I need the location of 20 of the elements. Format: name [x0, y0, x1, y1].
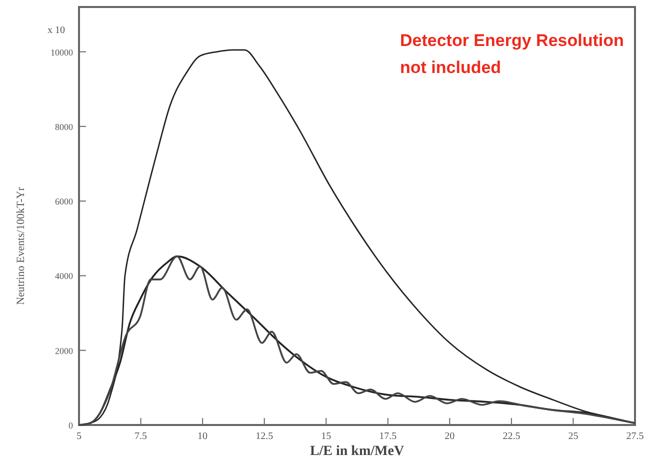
x-tick-label: 10	[198, 431, 208, 442]
y-tick-label: 8000	[55, 122, 74, 132]
text: x 10	[48, 25, 65, 36]
x-tick-label: 25	[568, 431, 578, 442]
x-tick-label: 7.5	[134, 431, 148, 442]
y-tick-label: 6000	[55, 196, 74, 207]
y-tick-label: 0	[68, 420, 74, 430]
y-tick-label: 10000	[50, 47, 74, 58]
y-axis-title: Neutrino Events/100kT-Yr	[15, 186, 27, 305]
x-tick-label: 27.5	[626, 431, 644, 442]
y-tick-label: 4000	[55, 271, 74, 282]
x-axis-title: L/E in km/MeV	[310, 444, 404, 459]
x-tick-label: 15	[321, 431, 332, 442]
x-tick-label: 20	[444, 431, 455, 442]
x-tick-label: 17.5	[379, 431, 397, 442]
y-tick-label: 2000	[55, 346, 74, 356]
x-tick-label: 22.5	[502, 431, 520, 442]
annotation: Detector Energy Resolution not included	[400, 31, 624, 77]
x-tick-label: 12.5	[256, 431, 274, 442]
x-tick-label: 5	[76, 431, 82, 442]
